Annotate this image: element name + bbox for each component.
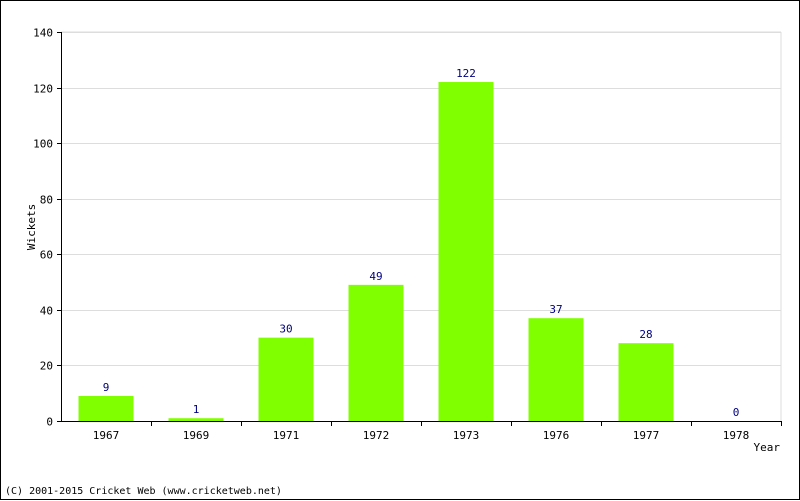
value-label: 49 xyxy=(369,270,382,283)
value-label: 0 xyxy=(733,406,740,419)
bar xyxy=(168,418,224,421)
x-tick-label: 1972 xyxy=(363,429,390,442)
bar xyxy=(348,284,404,421)
y-tick-label: 120 xyxy=(33,83,53,96)
value-label: 9 xyxy=(103,381,110,394)
x-tick-label: 1969 xyxy=(183,429,210,442)
x-tick-label: 1967 xyxy=(93,429,120,442)
y-tick-label: 140 xyxy=(33,27,53,40)
bar xyxy=(618,343,674,421)
bar xyxy=(78,395,134,421)
bar xyxy=(528,318,584,421)
value-label: 122 xyxy=(456,67,476,80)
value-labels: 9 1 30 49 122 37 28 0 xyxy=(103,67,740,419)
value-label: 28 xyxy=(639,328,652,341)
y-tick-label: 60 xyxy=(40,249,53,262)
y-tick-label: 0 xyxy=(46,416,53,429)
bar xyxy=(438,82,494,421)
x-tick-label: 1978 xyxy=(723,429,750,442)
bar xyxy=(258,337,314,421)
y-axis-label: Wickets xyxy=(25,204,38,250)
y-tick-label: 20 xyxy=(40,360,53,373)
y-tick-label: 100 xyxy=(33,138,53,151)
value-label: 30 xyxy=(279,323,292,336)
x-tick-label: 1973 xyxy=(453,429,480,442)
x-tick-label: 1977 xyxy=(633,429,660,442)
value-label: 1 xyxy=(193,403,200,416)
x-tick-label: 1971 xyxy=(273,429,300,442)
gridlines xyxy=(61,31,782,421)
y-tick-label: 80 xyxy=(40,194,53,207)
bars xyxy=(78,82,674,421)
x-axis-label: Year xyxy=(754,441,781,454)
copyright-text: (C) 2001-2015 Cricket Web (www.cricketwe… xyxy=(5,486,282,497)
x-tick-label: 1976 xyxy=(543,429,570,442)
value-label: 37 xyxy=(549,303,562,316)
y-tick-label: 40 xyxy=(40,305,53,318)
